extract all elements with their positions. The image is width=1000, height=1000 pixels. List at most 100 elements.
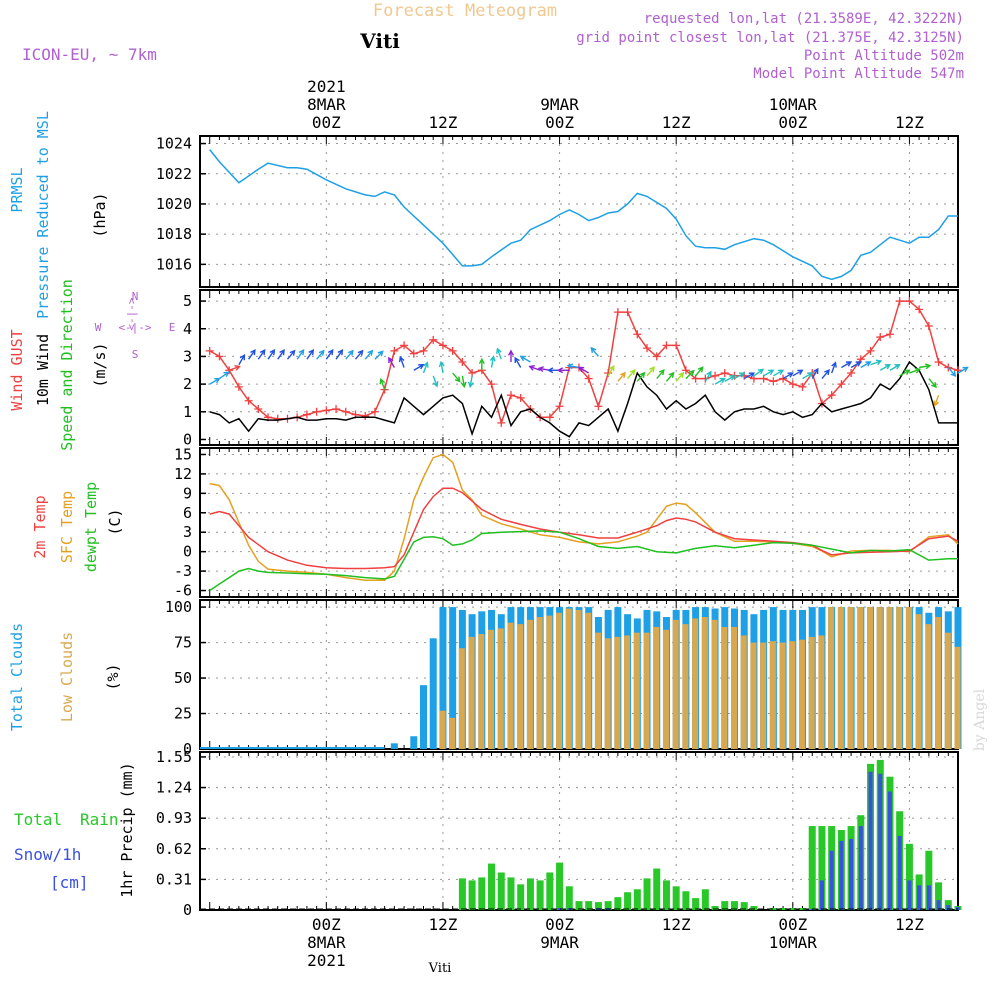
gust-marker (769, 377, 778, 386)
bottom-time-label: 00Z (312, 915, 341, 934)
gust-marker (895, 297, 904, 306)
temp-y-tick-label: 3 (183, 523, 192, 541)
wind-direction-arrow (734, 372, 746, 380)
top-time-label: 2021 (307, 77, 346, 96)
arrow-head (327, 348, 334, 356)
sfc-temp-line (209, 453, 959, 581)
arrow-head (590, 346, 597, 354)
wind-direction-arrow (646, 366, 656, 377)
arrow-shaft (296, 349, 305, 360)
gust-marker (584, 374, 593, 383)
precip-y-tick-label: 0 (183, 901, 192, 919)
wind-direction-arrow (870, 359, 883, 366)
rain-bar (643, 878, 651, 910)
gust-marker (711, 371, 720, 380)
watermark: by Angel (972, 688, 988, 751)
wind-direction-arrow (489, 355, 496, 368)
arrow-shaft (514, 357, 522, 368)
compass-e: E (169, 321, 176, 334)
arrow-shaft (209, 378, 220, 385)
arrow-head (318, 349, 325, 356)
temp-panel (199, 447, 959, 598)
precip-label-snow: Snow/1h (14, 845, 81, 864)
gust-marker (409, 349, 418, 358)
arrow-head (884, 364, 892, 370)
gust-marker (788, 380, 797, 389)
total-clouds-bar (420, 685, 428, 749)
arrow-head (337, 348, 344, 356)
low-clouds-bar (886, 607, 893, 749)
low-clouds-bar (536, 617, 543, 749)
arrow-head (423, 361, 429, 368)
rain-bar (488, 863, 496, 910)
arrow-shaft (879, 364, 891, 371)
wind-10m-line (209, 360, 958, 438)
pressure-y-tick-label: 1020 (156, 195, 192, 213)
model-altitude: Model Point Altitude 547m (753, 66, 964, 82)
gust-marker (234, 382, 243, 391)
arrow-shaft (889, 364, 900, 371)
wind-direction-arrow (879, 364, 892, 371)
low-clouds-bar (876, 607, 883, 749)
arrow-head (489, 355, 496, 362)
precip-y-tick-label: 0.62 (156, 840, 192, 858)
rain-bar (769, 908, 777, 910)
wind-direction-arrow (607, 365, 615, 377)
gust-marker (672, 341, 681, 350)
arrow-shaft (432, 375, 438, 387)
precip-label-rain: Rain (80, 810, 119, 829)
snow-bar (557, 908, 562, 910)
low-clouds-bar (740, 635, 747, 749)
temp-frame (199, 447, 959, 598)
arrow-shaft (469, 375, 473, 387)
wind-direction-arrow (277, 348, 285, 360)
low-clouds-bar (633, 632, 640, 749)
wind-direction-arrow (704, 370, 712, 382)
wind-direction-arrow (802, 372, 814, 380)
low-clouds-bar (730, 626, 737, 749)
precip-y-tick-label: 1.24 (156, 779, 192, 797)
low-clouds-bar (468, 636, 475, 749)
arrow-shaft (578, 366, 590, 374)
top-time-label: 10MAR (769, 95, 818, 114)
arrow-head (454, 376, 461, 383)
footer-location: Viti (428, 961, 452, 976)
arrow-shaft (219, 371, 229, 380)
arrow-shaft (850, 361, 861, 369)
wind-y-tick-label: 3 (183, 347, 192, 365)
chart-title: Forecast Meteogram (373, 1, 557, 21)
arrow-shaft (646, 366, 655, 377)
precip-unit: 1hr Precip (mm) (118, 762, 136, 897)
wind-direction-arrow (947, 367, 957, 378)
arrow-shaft (496, 348, 502, 360)
rain-bar (526, 878, 534, 910)
wind-direction-arrow (782, 372, 794, 380)
wind-direction-arrow (374, 350, 384, 360)
top-time-label: 9MAR (540, 95, 579, 114)
arrow-shaft (753, 368, 764, 377)
wind-direction-arrow (438, 360, 445, 374)
low-clouds-bar (944, 632, 951, 749)
low-clouds-bar (488, 629, 495, 749)
rain-bar (799, 908, 807, 910)
arrow-shaft (704, 371, 712, 382)
gust-marker (400, 341, 409, 350)
arrow-shaft (306, 349, 314, 360)
precip-y-tick-label: 0.93 (156, 809, 192, 827)
arrow-head (950, 370, 957, 378)
arrow-head (649, 366, 656, 373)
snow-bar (917, 885, 922, 910)
rain-bar (818, 826, 826, 910)
arrow-head (831, 361, 837, 368)
wind-direction-arrow (811, 367, 819, 379)
arrow-head (367, 349, 374, 356)
arrow-head (398, 355, 405, 363)
gust-marker (876, 333, 885, 342)
arrow-head (239, 353, 246, 361)
wind-label-10m: 10m Wind (34, 334, 52, 406)
gust-marker (837, 380, 846, 389)
wind-y-tick-label: 5 (183, 292, 192, 310)
arrow-head (528, 365, 535, 371)
arrow-head (768, 369, 775, 375)
wind-direction-arrow (296, 348, 305, 360)
